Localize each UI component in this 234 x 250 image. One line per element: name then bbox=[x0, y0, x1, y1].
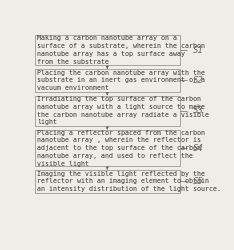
Text: S2: S2 bbox=[193, 76, 203, 85]
FancyBboxPatch shape bbox=[35, 170, 180, 193]
Text: Placing the carbon nanotube array with the
substrate in an inert gas environment: Placing the carbon nanotube array with t… bbox=[37, 70, 205, 91]
FancyBboxPatch shape bbox=[35, 35, 180, 65]
Text: Placing a reflector spaced from the carbon
nanotube array , wherein the reflecto: Placing a reflector spaced from the carb… bbox=[37, 130, 205, 166]
FancyBboxPatch shape bbox=[35, 96, 180, 126]
FancyBboxPatch shape bbox=[35, 130, 180, 166]
Text: S4: S4 bbox=[193, 144, 203, 152]
Text: Making a carbon nanotube array on a
surface of a substrate, wherein the carbon
n: Making a carbon nanotube array on a surf… bbox=[37, 36, 205, 65]
FancyBboxPatch shape bbox=[35, 69, 180, 92]
Text: S1: S1 bbox=[193, 46, 203, 54]
Text: S5: S5 bbox=[193, 177, 203, 186]
Text: Irradiating the top surface of the carbon
nanotube array with a light source to : Irradiating the top surface of the carbo… bbox=[37, 96, 209, 126]
Text: S3: S3 bbox=[193, 106, 203, 115]
Text: Imaging the visible light reflected by the
reflector with an imaging element to : Imaging the visible light reflected by t… bbox=[37, 170, 221, 192]
